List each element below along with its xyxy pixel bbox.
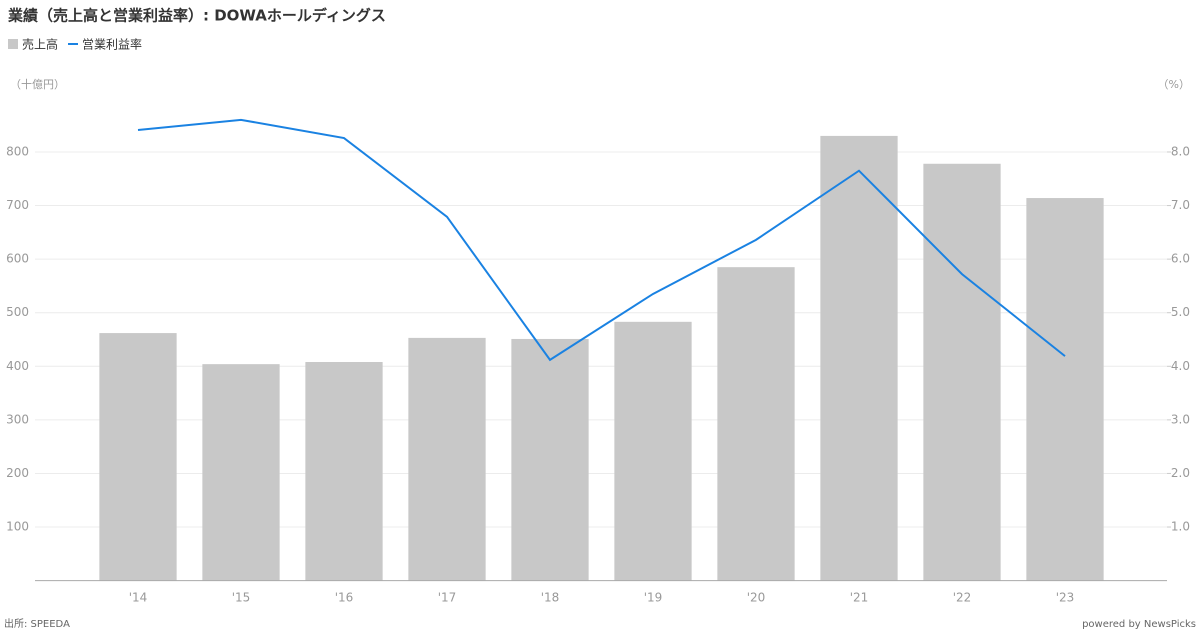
- y2-tick-label: 6.0: [1171, 252, 1190, 266]
- bar: [1026, 198, 1104, 581]
- y2-tick-label: 7.0: [1171, 198, 1190, 212]
- bar: [923, 163, 1001, 581]
- x-tick-label: '15: [232, 591, 251, 605]
- x-tick-label: '22: [953, 591, 972, 605]
- bar: [511, 338, 589, 581]
- y2-axis-label: （%）: [1158, 78, 1190, 91]
- x-tick-label: '16: [335, 591, 354, 605]
- source: 出所: SPEEDA: [4, 617, 70, 630]
- y-tick-label: 700: [6, 198, 29, 212]
- y2-tick-label: 5.0: [1171, 305, 1190, 319]
- line: [137, 118, 1066, 362]
- credit: powered by NewsPicks: [1082, 619, 1196, 630]
- legend-swatch: [8, 39, 18, 49]
- y2-tick-label: 1.0: [1171, 520, 1190, 534]
- x-tick-label: '19: [644, 591, 663, 605]
- x-tick-label: '18: [541, 591, 560, 605]
- y2-tick-label: 3.0: [1171, 412, 1190, 426]
- y2-tick-label: 2.0: [1171, 466, 1190, 480]
- legend-label: 営業利益率: [82, 37, 142, 52]
- bar: [717, 267, 795, 581]
- y-axis-label: （十億円）: [10, 77, 65, 91]
- y-tick-label: 500: [6, 305, 29, 319]
- bar: [99, 333, 177, 581]
- x-tick-label: '23: [1056, 591, 1075, 605]
- x-tick-label: '21: [850, 591, 869, 605]
- x-tick-label: '20: [747, 591, 766, 605]
- y-tick-label: 600: [6, 252, 29, 266]
- y2-tick-label: 8.0: [1171, 144, 1190, 158]
- y-tick-label: 400: [6, 359, 29, 373]
- y-tick-label: 300: [6, 412, 29, 426]
- bar: [614, 321, 692, 581]
- y-tick-label: 100: [6, 520, 29, 534]
- legend-label: 売上高: [22, 37, 58, 52]
- x-tick-label: '17: [438, 591, 457, 605]
- y2-tick-label: 4.0: [1171, 359, 1190, 373]
- y-tick-label: 800: [6, 144, 29, 158]
- chart-title: 業績（売上高と営業利益率）: DOWAホールディングス: [7, 7, 386, 25]
- bar: [202, 364, 280, 581]
- x-tick-label: '14: [129, 591, 148, 605]
- bar: [408, 337, 486, 581]
- bar: [305, 362, 383, 581]
- y-tick-label: 200: [6, 466, 29, 480]
- bar: [820, 135, 898, 581]
